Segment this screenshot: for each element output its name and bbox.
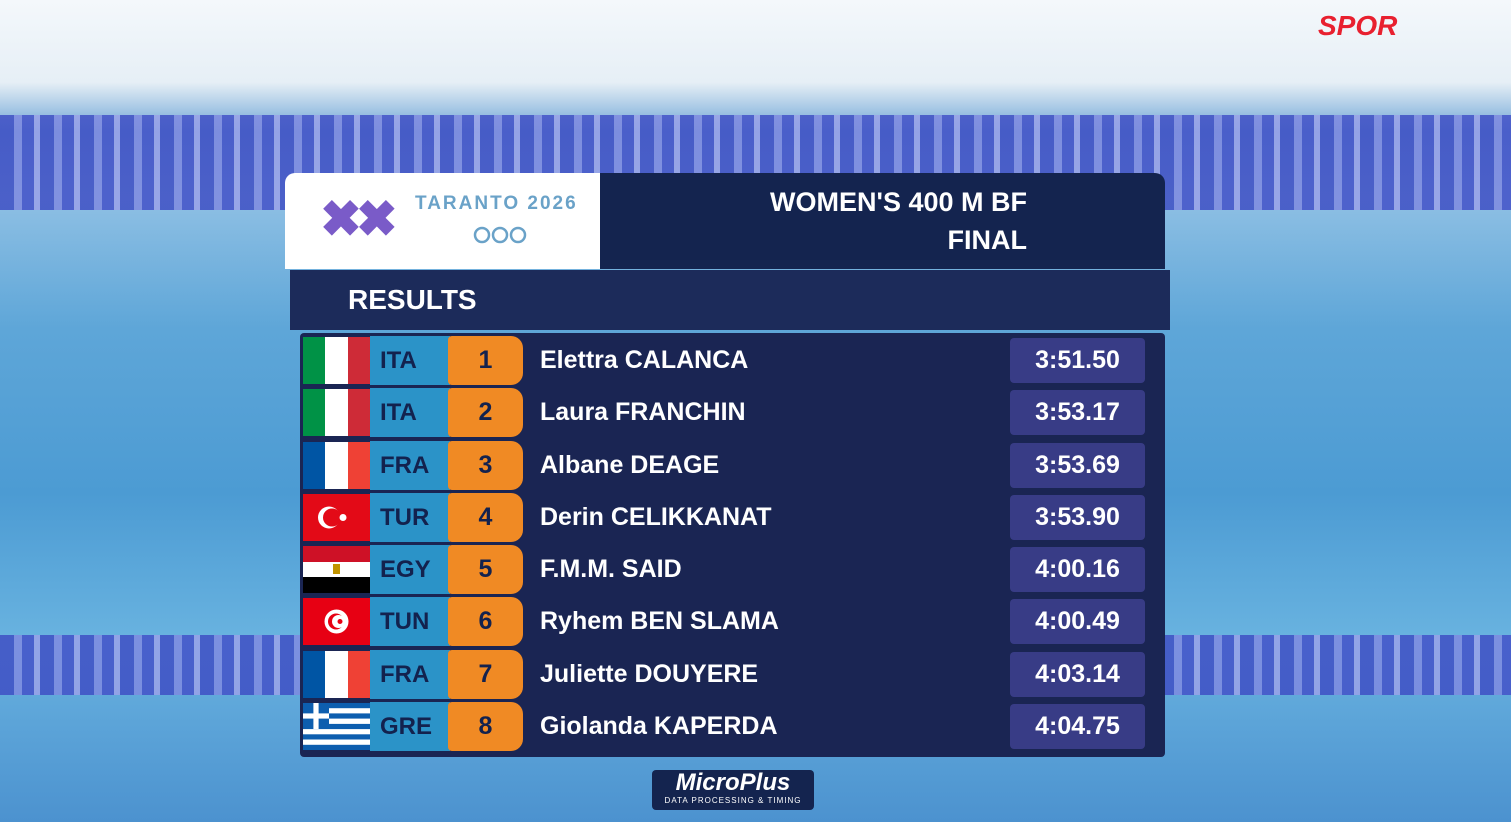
flag xyxy=(303,703,370,750)
games-name: TARANTO 2026 xyxy=(415,193,578,214)
time: 3:53.90 xyxy=(1010,495,1145,540)
broadcaster-logo: SPOR xyxy=(1318,10,1398,41)
rings xyxy=(473,226,527,244)
result-row: ITA 1 Elettra CALANCA 3:51.50 xyxy=(303,336,1163,385)
flag xyxy=(303,494,370,541)
time: 3:53.17 xyxy=(1010,390,1145,435)
flag xyxy=(303,546,370,593)
flag xyxy=(303,598,370,645)
time: 4:00.16 xyxy=(1010,547,1145,592)
result-row: FRA 3 Albane DEAGE 3:53.69 xyxy=(303,441,1163,490)
flag xyxy=(303,651,370,698)
rank: 7 xyxy=(448,650,523,699)
rank: 1 xyxy=(448,336,523,385)
flag xyxy=(303,337,370,384)
results-heading: RESULTS xyxy=(348,284,477,315)
rank: 3 xyxy=(448,441,523,490)
result-row: FRA 7 Juliette DOUYERE 4:03.14 xyxy=(303,650,1163,699)
event-title: WOMEN'S 400 M BF xyxy=(770,187,1027,217)
result-row: TUR 4 Derin CELIKKANAT 3:53.90 xyxy=(303,493,1163,542)
rank: 2 xyxy=(448,388,523,437)
country-code: ITA xyxy=(370,388,450,437)
event-phase: FINAL xyxy=(947,225,1027,255)
flag xyxy=(303,389,370,436)
country-code: FRA xyxy=(370,650,450,699)
rank: 4 xyxy=(448,493,523,542)
country-code: GRE xyxy=(370,702,450,751)
time: 3:51.50 xyxy=(1010,338,1145,383)
result-row: ITA 2 Laura FRANCHIN 3:53.17 xyxy=(303,388,1163,437)
country-code: ITA xyxy=(370,336,450,385)
country-code: TUR xyxy=(370,493,450,542)
time: 4:00.49 xyxy=(1010,599,1145,644)
header-left xyxy=(285,173,610,269)
results-bar xyxy=(290,270,1170,330)
athlete-name: Albane DEAGE xyxy=(540,451,720,479)
athlete-name: Elettra CALANCA xyxy=(540,346,749,374)
timing-tagline: DATA PROCESSING & TIMING xyxy=(664,796,802,805)
rank: 6 xyxy=(448,597,523,646)
rank: 5 xyxy=(448,545,523,594)
header-right xyxy=(600,173,1165,269)
flag xyxy=(303,442,370,489)
result-row: EGY 5 F.M.M. SAID 4:00.16 xyxy=(303,545,1163,594)
time: 3:53.69 xyxy=(1010,443,1145,488)
country-code: EGY xyxy=(370,545,450,594)
time: 4:04.75 xyxy=(1010,704,1145,749)
timing-logo: MicroPlus DATA PROCESSING & TIMING xyxy=(652,770,814,810)
athlete-name: Ryhem BEN SLAMA xyxy=(540,607,779,635)
athlete-name: Juliette DOUYERE xyxy=(540,660,759,688)
result-row: TUN 6 Ryhem BEN SLAMA 4:00.49 xyxy=(303,597,1163,646)
country-code: FRA xyxy=(370,441,450,490)
athlete-name: Derin CELIKKANAT xyxy=(540,503,772,531)
games-logo: ✖✖ xyxy=(320,191,398,247)
timing-brand: MicroPlus xyxy=(675,769,791,796)
result-row: GRE 8 Giolanda KAPERDA 4:04.75 xyxy=(303,702,1163,751)
athlete-name: Giolanda KAPERDA xyxy=(540,712,778,740)
athlete-name: F.M.M. SAID xyxy=(540,555,682,583)
time: 4:03.14 xyxy=(1010,652,1145,697)
athlete-name: Laura FRANCHIN xyxy=(540,398,746,426)
rank: 8 xyxy=(448,702,523,751)
country-code: TUN xyxy=(370,597,450,646)
